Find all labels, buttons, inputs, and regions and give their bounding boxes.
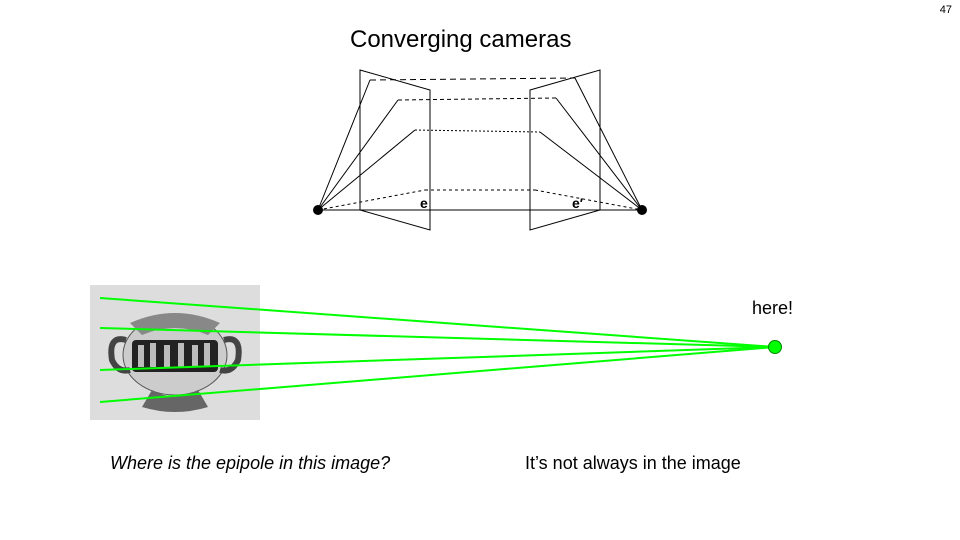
question-text-left: Where is the epipole in this image? <box>110 453 390 474</box>
epipole-label-e-prime: e′ <box>572 195 584 211</box>
right-camera-center <box>637 205 647 215</box>
page-number: 47 <box>940 4 952 16</box>
epipole-point <box>768 340 782 354</box>
left-camera-center <box>313 205 323 215</box>
epipole-label-e: e <box>420 195 428 211</box>
vase-image <box>90 285 260 420</box>
question-text-right: It’s not always in the image <box>525 453 741 474</box>
epipolar-geometry-diagram: e e′ <box>270 60 690 240</box>
here-label: here! <box>752 298 793 319</box>
slide-title: Converging cameras <box>350 26 571 54</box>
right-image-plane <box>530 70 600 230</box>
